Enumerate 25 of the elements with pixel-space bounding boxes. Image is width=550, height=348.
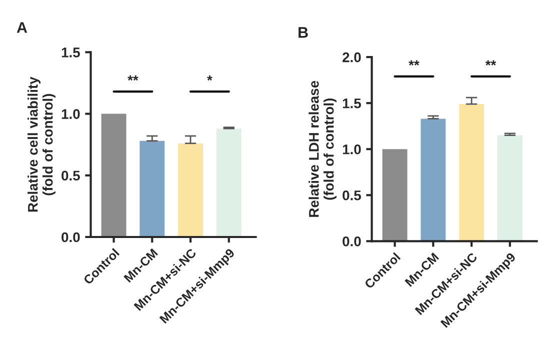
- chart-title: A: [16, 22, 28, 33]
- annotation: **: [485, 60, 496, 66]
- y-axis-title: Relative LDH release (fold of control): [308, 80, 337, 217]
- bar: [216, 128, 242, 237]
- y-axis-title: Relative cell viability (fold of control): [28, 76, 56, 212]
- chart-title: B: [298, 27, 308, 38]
- bar: [382, 149, 408, 242]
- annotation: **: [408, 60, 420, 66]
- y-tick-label: 1.0: [342, 144, 361, 154]
- y-tick-label: 1.5: [342, 98, 361, 108]
- bar: [420, 118, 446, 242]
- y-tick-label: 0.0: [342, 236, 361, 246]
- y-tick-label: 1.0: [62, 109, 80, 119]
- y-tick-label: 2.0: [342, 52, 361, 62]
- annotation: **: [128, 75, 138, 81]
- bar: [140, 140, 165, 237]
- y-tick-label: 0.5: [342, 190, 361, 200]
- bar: [459, 104, 484, 242]
- y-tick-label: 1.5: [62, 48, 80, 58]
- annotation: *: [207, 75, 212, 81]
- bar: [101, 114, 126, 237]
- y-tick-label: 0.0: [62, 232, 80, 242]
- y-tick-label: 0.5: [62, 170, 80, 181]
- bar: [497, 135, 522, 242]
- bar: [178, 143, 203, 237]
